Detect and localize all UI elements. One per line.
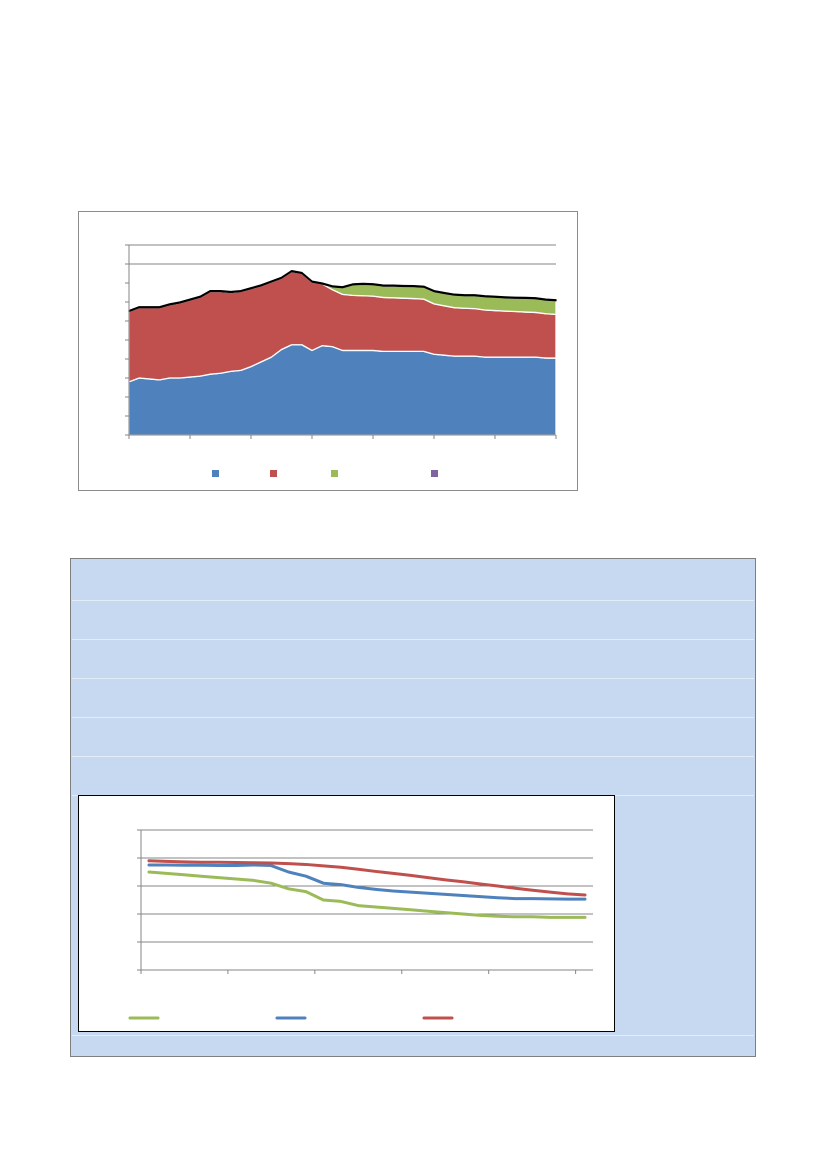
line-series-red [147, 859, 587, 897]
panel-row-divider [72, 600, 754, 601]
area-series-purple [128, 270, 557, 313]
stacked-area-chart-frame [78, 211, 578, 491]
panel-row-divider [72, 678, 754, 679]
line-series-blue [147, 863, 587, 901]
panel-row-divider [72, 639, 754, 640]
stacked-area-chart [125, 244, 557, 477]
legend-marker-green [331, 470, 338, 477]
line-series-green [147, 870, 587, 919]
panel-row-divider [72, 1035, 754, 1036]
panel-row-divider [72, 717, 754, 718]
legend-marker-blue [212, 470, 219, 477]
panel-row-divider [72, 756, 754, 757]
legend-marker-purple [431, 470, 438, 477]
legend-marker-red [270, 470, 277, 477]
line-chart-frame [78, 795, 615, 1032]
line-chart [128, 829, 593, 1020]
